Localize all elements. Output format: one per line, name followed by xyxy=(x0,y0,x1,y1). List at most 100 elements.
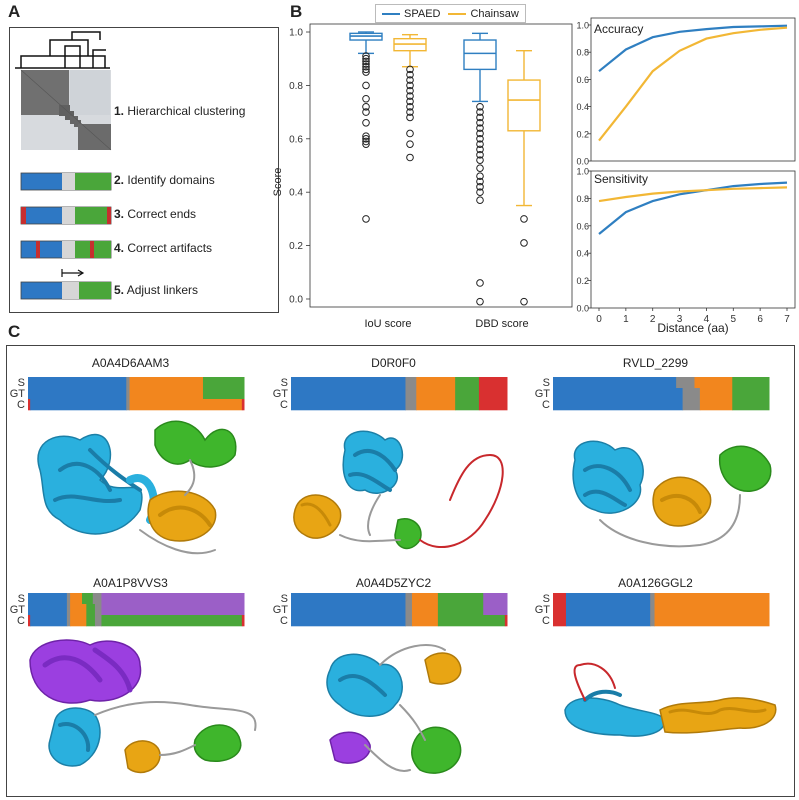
outlier-point xyxy=(476,279,484,287)
legend: SPAED Chainsaw xyxy=(375,4,526,23)
outlier-point xyxy=(476,177,484,186)
legend-chainsaw: Chainsaw xyxy=(448,8,519,20)
accuracy-chart: Accuracy xyxy=(588,17,796,162)
sensitivity-lines xyxy=(598,181,788,235)
legend-spaed: SPAED xyxy=(382,8,440,20)
x-tick-label: 5 xyxy=(731,314,737,325)
outlier-point xyxy=(476,124,484,132)
protein-card: A0A126GGL2 xyxy=(538,576,773,590)
outlier-point xyxy=(476,183,484,191)
protein-card: D0R0F0 xyxy=(276,356,511,370)
outlier-point xyxy=(406,97,414,106)
outlier-point xyxy=(476,145,484,154)
y-tick-label: 0.0 xyxy=(289,294,303,305)
y-tick-label: 0.8 xyxy=(289,81,303,92)
sensitivity-title: Sensitivity xyxy=(594,172,648,186)
outlier-point xyxy=(362,54,370,63)
y-tick-label: 0.0 xyxy=(576,304,589,314)
box-chainsaw-1 xyxy=(507,49,541,306)
protein-name: A0A1P8VVS3 xyxy=(93,576,168,590)
outlier-point xyxy=(476,108,484,116)
outlier-point xyxy=(476,188,484,196)
outlier-point xyxy=(406,81,414,90)
outlier-point xyxy=(362,62,370,71)
x-tick-label: 3 xyxy=(677,314,683,325)
y-tick-label: 0.4 xyxy=(576,102,589,112)
step-3-label: 3. Correct ends xyxy=(114,207,197,221)
similarity-matrix-icon xyxy=(20,69,112,151)
outlier-point xyxy=(476,135,484,143)
outlier-point xyxy=(476,102,484,111)
boxplot-y-ticks: 0.0 0.2 0.4 0.6 0.8 1.0 xyxy=(289,28,310,305)
outlier-point xyxy=(406,92,414,100)
protein-name: A0A4D5ZYC2 xyxy=(355,576,432,590)
dendrogram-icon xyxy=(15,31,110,69)
protein-card: A0A4D6AAM3 xyxy=(13,356,248,370)
category-iou-label: IoU score xyxy=(364,318,411,330)
line-chainsaw xyxy=(598,26,788,142)
box-iqr xyxy=(463,39,497,71)
legend-chainsaw-swatch xyxy=(448,12,467,15)
boxplot-chart: 0.0 0.2 0.4 0.6 0.8 1.0 Score IoU score DBD s… xyxy=(272,23,573,330)
accuracy-frame xyxy=(590,17,796,162)
line-charts-y-tick-labels: 0.00.20.40.60.81.00.00.20.40.60.81.0 xyxy=(576,21,589,314)
box-iqr xyxy=(507,79,541,132)
y-tick-label: 0.6 xyxy=(576,75,589,85)
panel-a-box: 1. Hierarchical clustering 2. Identify d… xyxy=(9,27,279,313)
sensitivity-frame xyxy=(590,170,796,309)
y-tick-label: 0.2 xyxy=(576,276,589,286)
y-tick-label: 0.0 xyxy=(576,157,589,167)
step-4-label: 4. Correct artifacts xyxy=(114,241,213,255)
y-tick-label: 0.2 xyxy=(289,241,303,252)
outlier-point xyxy=(406,65,414,74)
accuracy-lines xyxy=(598,24,788,142)
y-tick-label: 0.8 xyxy=(576,48,589,58)
x-tick-label: 2 xyxy=(650,314,656,325)
outlier-point xyxy=(406,140,414,148)
box-spaed-1 xyxy=(463,32,497,306)
y-tick-label: 1.0 xyxy=(289,28,303,39)
step3-bar-icon xyxy=(20,206,112,225)
panel-c-box xyxy=(6,345,795,797)
outlier-point xyxy=(362,135,370,143)
legend-spaed-swatch xyxy=(382,12,400,15)
outlier-point xyxy=(476,140,484,148)
outlier-point xyxy=(362,60,370,68)
protein-card: A0A4D5ZYC2 xyxy=(276,576,511,590)
outlier-point xyxy=(362,94,370,103)
y-tick-label: 0.2 xyxy=(576,129,589,139)
outlier-point xyxy=(362,102,370,111)
outlier-point xyxy=(476,297,484,306)
outlier-point xyxy=(406,153,414,162)
step-5-label: 5. Adjust linkers xyxy=(114,283,199,297)
y-tick-label: 0.4 xyxy=(576,249,589,259)
x-tick-label: 4 xyxy=(704,314,710,325)
accuracy-title: Accuracy xyxy=(594,22,643,36)
outlier-point xyxy=(406,108,414,116)
pipeline-illustration xyxy=(15,31,112,300)
panel-letter-c: C xyxy=(8,322,21,341)
outlier-point xyxy=(476,113,484,122)
accuracy-y-ticks xyxy=(588,24,591,162)
outlier-point xyxy=(476,118,484,127)
panel-letter-a: A xyxy=(8,2,21,21)
outlier-point xyxy=(406,70,414,79)
outlier-point xyxy=(362,65,370,74)
x-tick-label: 0 xyxy=(596,314,602,325)
boxplot-y-label: Score xyxy=(272,168,284,197)
panel-letter-b: B xyxy=(290,2,303,21)
protein-card: RVLD_2299 xyxy=(538,356,773,370)
outlier-point xyxy=(362,52,370,60)
outlier-point xyxy=(362,137,370,146)
protein-name: D0R0F0 xyxy=(371,356,416,370)
category-dbd-label: DBD score xyxy=(475,318,528,330)
sensitivity-x-ticks: 0 1 2 3 4 5 6 7 xyxy=(596,308,790,325)
outlier-point xyxy=(362,118,370,127)
x-tick-label: 6 xyxy=(757,314,763,325)
outlier-point xyxy=(406,76,414,84)
outlier-point xyxy=(406,86,414,95)
protein-card: A0A1P8VVS3 xyxy=(13,576,248,590)
outlier-point xyxy=(362,108,370,116)
outlier-point xyxy=(362,140,370,148)
x-tick-label: 1 xyxy=(623,314,629,325)
